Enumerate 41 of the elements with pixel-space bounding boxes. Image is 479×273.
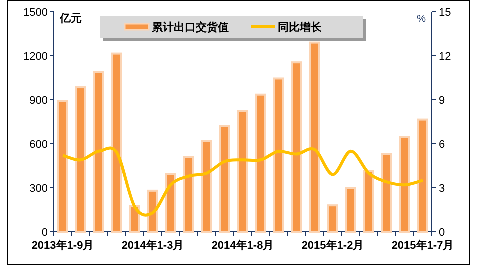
bar <box>166 173 176 233</box>
bar <box>220 125 230 233</box>
y2-tick-label: 0 <box>439 227 446 239</box>
bar <box>292 62 302 233</box>
y2-axis-title: % <box>417 14 426 25</box>
bar <box>364 170 374 233</box>
legend-label: 同比增长 <box>278 21 323 34</box>
y-tick-label: 300 <box>30 183 48 195</box>
y-tick-label: 1500 <box>24 7 48 19</box>
bar <box>382 153 392 233</box>
y-axis-title: 亿元 <box>59 13 82 25</box>
x-tick-label: 2014年1-3月 <box>122 239 184 252</box>
bar <box>202 140 212 233</box>
bar <box>274 78 284 233</box>
bar <box>238 110 248 233</box>
y-tick-label: 0 <box>42 227 48 239</box>
x-tick-label: 2015年1-2月 <box>302 239 364 252</box>
y2-tick-label: 3 <box>439 183 446 195</box>
bar <box>310 42 320 233</box>
y-tick-label: 900 <box>30 95 48 107</box>
legend-label: 累计出口交货值 <box>151 21 229 34</box>
bar <box>400 136 410 233</box>
x-tick-label: 2015年1-7月 <box>392 239 454 252</box>
bar <box>76 86 86 233</box>
x-tick-label: 2013年1-9月 <box>32 239 94 252</box>
bar <box>94 71 104 233</box>
y2-tick-label: 12 <box>439 51 452 63</box>
x-tick-label: 2014年1-8月 <box>212 239 274 252</box>
y-tick-label: 1200 <box>24 51 48 63</box>
bar <box>184 156 194 233</box>
bar <box>256 94 266 233</box>
bar <box>418 118 428 233</box>
bar <box>346 187 356 233</box>
y-tick-label: 600 <box>30 139 48 151</box>
y2-tick-label: 15 <box>439 7 452 19</box>
bar <box>58 100 68 233</box>
y2-tick-label: 6 <box>439 139 446 151</box>
bar <box>148 190 158 233</box>
bar <box>112 52 122 233</box>
bar <box>328 204 338 233</box>
y2-tick-label: 9 <box>439 95 446 107</box>
